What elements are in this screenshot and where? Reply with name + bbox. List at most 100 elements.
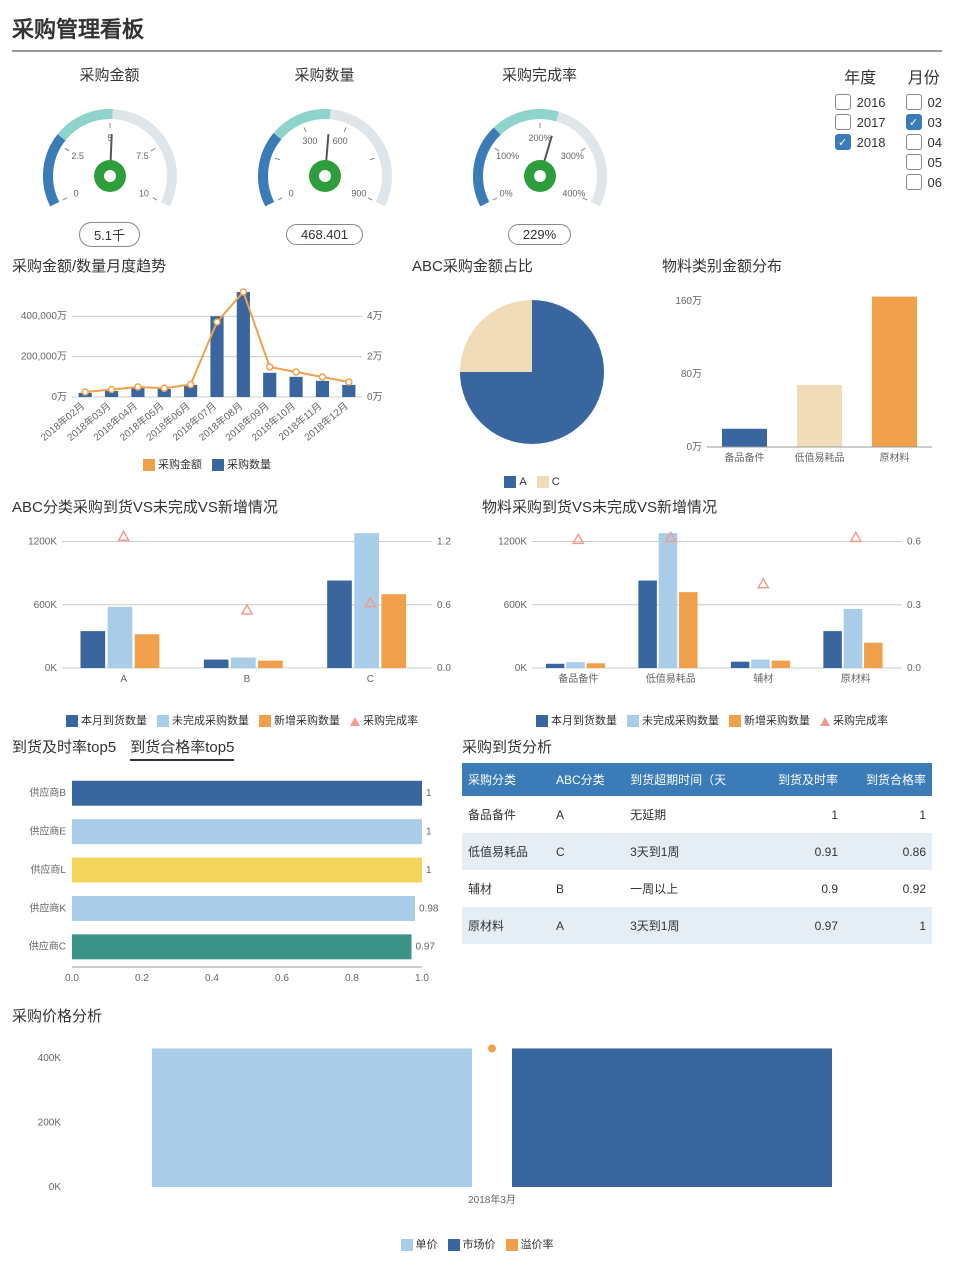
checkbox-icon [835,114,851,130]
month-option[interactable]: ✓03 [906,114,942,130]
table-header: 到货及时率 [756,763,844,796]
price-chart: 0K200K400K2018年3月单价市场价溢价率 [12,1032,942,1252]
top5-tabs: 到货及时率top5 到货合格率top5 [12,736,452,761]
gauge-title: 采购数量 [227,64,422,85]
legend-label: 市场价 [463,1239,496,1251]
svg-text:A: A [120,674,127,685]
legend-label: 新增采购数量 [274,715,340,727]
pie-chart: AC [412,282,652,488]
legend-label: 本月到货数量 [551,715,617,727]
year-filter-title: 年度 [835,64,886,88]
table-cell: A [550,907,624,944]
year-filter: 年度 2016 2017 ✓2018 [835,64,886,154]
table-cell: 0.9 [756,870,844,907]
checkbox-icon: ✓ [906,114,922,130]
table-row: 备品备件A无延期11 [462,796,932,833]
svg-text:7.5: 7.5 [136,151,149,161]
gauge-title: 采购完成率 [442,64,637,85]
material-bar-title: 物料类别金额分布 [662,255,942,276]
table-cell: 原材料 [462,907,550,944]
dashboard-title: 采购管理看板 [12,12,942,52]
svg-text:0.3: 0.3 [907,600,921,611]
svg-text:0万: 0万 [51,392,67,403]
table-cell: 1 [844,907,932,944]
legend-label: 采购完成率 [363,715,418,727]
svg-text:备品备件: 备品备件 [558,672,598,685]
year-option[interactable]: ✓2018 [835,134,886,150]
svg-text:备品备件: 备品备件 [725,451,765,464]
table-cell: 备品备件 [462,796,550,833]
row-4: 到货及时率top5到货合格率top5 供应商B1供应商E1供应商L1供应商K0.… [12,736,942,997]
svg-text:B: B [244,674,251,685]
month-option[interactable]: 02 [906,94,942,110]
svg-text:0.2: 0.2 [135,973,149,984]
svg-text:C: C [367,674,374,685]
gauge-value: 229% [508,224,571,245]
month-option[interactable]: 06 [906,174,942,190]
table-header: 到货超期时间（天 [624,763,756,796]
legend-label: 未完成采购数量 [172,715,249,727]
gauge-title: 采购金额 [12,64,207,85]
month-option[interactable]: 04 [906,134,942,150]
svg-text:200,000万: 200,000万 [21,352,67,363]
svg-text:供应商L: 供应商L [30,863,66,876]
svg-text:原材料: 原材料 [880,451,910,464]
svg-text:供应商C: 供应商C [29,940,66,953]
pie-title: ABC采购金额占比 [412,255,652,276]
svg-text:100%: 100% [496,151,519,161]
gauge: 采购完成率 0%100%200%300%400% 229% [442,64,637,247]
legend-label: 采购数量 [227,459,271,471]
tab[interactable]: 到货及时率top5 [12,736,116,761]
row-2: 采购金额/数量月度趋势 0万0万200,000万2万400,000万4万2018… [12,255,942,488]
price-title: 采购价格分析 [12,1005,942,1026]
month-option[interactable]: 05 [906,154,942,170]
table-header: ABC分类 [550,763,624,796]
year-option[interactable]: 2017 [835,114,886,130]
legend-label: 溢价率 [521,1239,554,1251]
table-cell: 无延期 [624,796,756,833]
svg-text:供应商E: 供应商E [29,825,66,838]
svg-text:900: 900 [351,188,366,198]
table-cell: A [550,796,624,833]
table-cell: 0.92 [844,870,932,907]
table-cell: 0.86 [844,833,932,870]
checkbox-icon [906,94,922,110]
svg-text:0: 0 [288,188,293,198]
svg-text:2018年3月: 2018年3月 [468,1193,516,1206]
svg-text:400%: 400% [562,188,585,198]
abc-combo-chart: 0K0.0600K0.61200K1.2ABC本月到货数量未完成采购数量新增采购… [12,523,472,728]
svg-text:原材料: 原材料 [841,672,871,685]
svg-text:2万: 2万 [367,352,383,363]
svg-text:0.6: 0.6 [907,537,921,548]
svg-text:400,000万: 400,000万 [21,311,67,322]
arrival-table-title: 采购到货分析 [462,736,932,757]
svg-text:供应商K: 供应商K [29,901,66,914]
table-row: 低值易耗品C3天到1周0.910.86 [462,833,932,870]
svg-text:0万: 0万 [686,442,702,453]
row-5: 采购价格分析 0K200K400K2018年3月单价市场价溢价率 [12,1005,942,1252]
month-filter: 月份 02✓03040506 [906,64,942,194]
svg-text:1.0: 1.0 [415,973,429,984]
svg-text:160万: 160万 [675,296,702,307]
gauge: 采购数量 0300600900 468.401 [227,64,422,247]
legend-label: A [519,476,526,488]
svg-text:低值易耗品: 低值易耗品 [646,672,696,685]
year-option[interactable]: 2016 [835,94,886,110]
svg-text:低值易耗品: 低值易耗品 [795,451,845,464]
checkbox-icon [906,174,922,190]
svg-text:1: 1 [426,827,432,838]
legend-label: 未完成采购数量 [642,715,719,727]
option-label: 2017 [857,115,886,130]
table-cell: 1 [844,796,932,833]
svg-text:0: 0 [73,188,78,198]
checkbox-icon [906,154,922,170]
svg-text:600K: 600K [34,600,58,611]
tab[interactable]: 到货合格率top5 [130,736,234,761]
svg-text:1200K: 1200K [498,537,527,548]
svg-text:0.4: 0.4 [205,973,219,984]
option-label: 05 [928,155,942,170]
option-label: 2018 [857,135,886,150]
table-cell: 3天到1周 [624,833,756,870]
table-row: 辅材B一周以上0.90.92 [462,870,932,907]
checkbox-icon [835,94,851,110]
